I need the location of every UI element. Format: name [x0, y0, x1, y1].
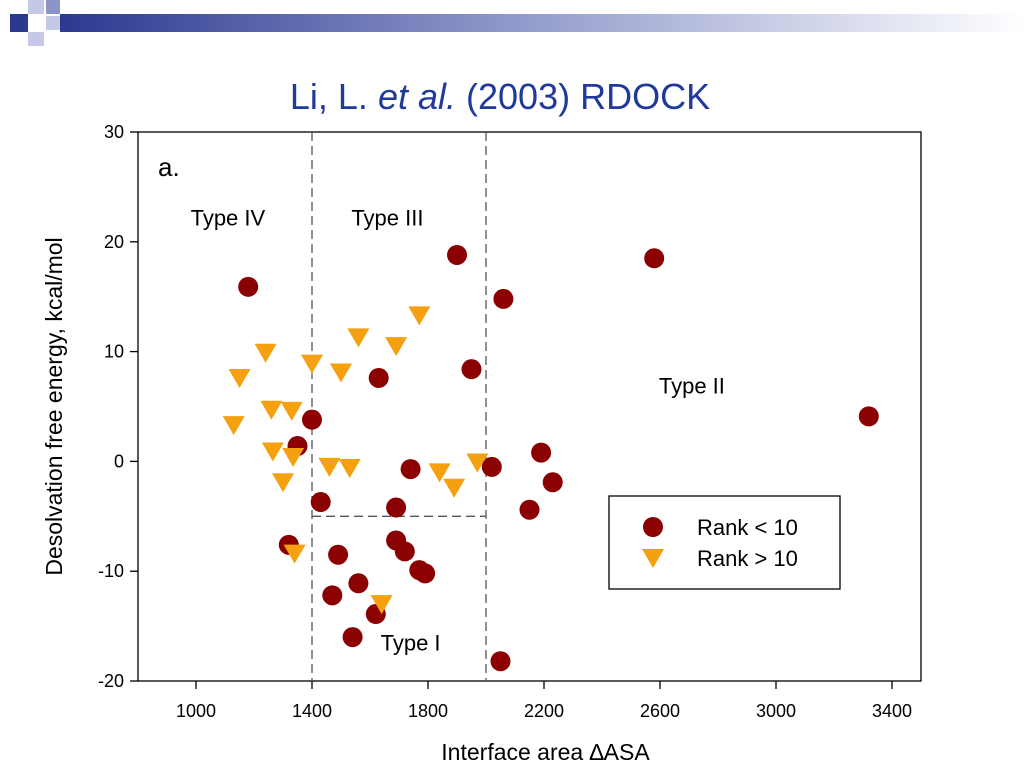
data-point-rank-lt-10: [461, 359, 482, 380]
data-point-rank-gt-10: [301, 354, 323, 374]
data-point-rank-gt-10: [443, 478, 466, 498]
chart-legend: Rank < 10 Rank > 10: [608, 495, 841, 590]
data-point-rank-lt-10: [342, 627, 363, 648]
x-tick-label: 1400: [292, 701, 332, 721]
data-point-rank-gt-10: [222, 416, 245, 436]
legend-entry: Rank > 10: [697, 546, 798, 571]
data-point-rank-lt-10: [447, 244, 467, 265]
title-rest: (2003) RDOCK: [466, 76, 711, 117]
x-axis-label: Interface area ∆ASA: [441, 739, 650, 765]
region-label: Type II: [659, 373, 725, 398]
data-point-rank-gt-10: [338, 458, 361, 478]
data-point-rank-lt-10: [493, 288, 514, 309]
x-tick-label: 3000: [756, 701, 796, 721]
x-tick-label: 2600: [640, 701, 680, 721]
axes: -20 -10 0 10 20 30 1000 1400 1800 2200 2600 3000 340…: [41, 122, 912, 765]
header-gradient-band: [60, 14, 1024, 32]
header-square-dark: [10, 14, 28, 32]
data-point-rank-gt-10: [428, 463, 451, 483]
data-point-rank-gt-10: [370, 595, 393, 615]
legend-marker-triangle: [642, 549, 664, 568]
data-point-rank-lt-10: [644, 248, 665, 269]
data-point-rank-lt-10: [400, 459, 421, 480]
data-point-rank-gt-10: [408, 306, 431, 326]
slide-title: Li, L. et al. (2003) RDOCK: [0, 76, 1000, 118]
data-point-rank-gt-10: [283, 544, 306, 564]
chart-labels: a. Type IV Type III Type II Type I: [158, 152, 725, 655]
data-point-rank-lt-10: [328, 544, 349, 565]
title-author: Li, L.: [289, 76, 368, 117]
data-point-rank-gt-10: [466, 453, 489, 473]
data-point-rank-lt-10: [368, 367, 389, 388]
data-point-rank-lt-10: [310, 492, 331, 513]
header-square-mid: [46, 0, 60, 14]
data-point-rank-lt-10: [302, 409, 322, 430]
data-points: [222, 244, 879, 672]
region-label: Type III: [351, 205, 423, 230]
x-tick-label: 1800: [408, 701, 448, 721]
panel-label: a.: [158, 152, 180, 182]
y-axis-label: Desolvation free energy, kcal/mol: [41, 237, 67, 575]
x-tick-label: 1000: [176, 701, 216, 721]
data-point-rank-gt-10: [272, 473, 294, 493]
region-label: Type IV: [191, 205, 266, 230]
data-point-rank-lt-10: [415, 563, 436, 584]
slide-header-decoration: [10, 0, 1024, 46]
data-point-rank-gt-10: [385, 337, 408, 357]
data-point-rank-gt-10: [280, 401, 303, 421]
data-point-rank-gt-10: [254, 343, 277, 363]
y-tick-label: 30: [104, 122, 124, 142]
legend-box: [608, 495, 841, 590]
data-point-rank-lt-10: [348, 573, 369, 594]
legend-marker-circle: [643, 517, 663, 537]
data-point-rank-gt-10: [260, 400, 283, 420]
y-tick-label: 0: [114, 451, 124, 471]
x-tick-label: 3400: [872, 701, 912, 721]
region-label: Type I: [381, 630, 441, 655]
y-tick-label: -20: [98, 671, 124, 691]
y-tick-label: -10: [98, 561, 124, 581]
data-point-rank-lt-10: [490, 651, 511, 672]
data-point-rank-gt-10: [347, 328, 370, 348]
y-tick-label: 20: [104, 232, 124, 252]
data-point-rank-lt-10: [322, 585, 343, 606]
header-square-light-3: [28, 32, 44, 46]
data-point-rank-lt-10: [519, 499, 540, 520]
data-point-rank-gt-10: [228, 368, 251, 388]
data-point-rank-lt-10: [481, 456, 502, 477]
title-etal: et al.: [377, 76, 456, 117]
data-point-rank-gt-10: [282, 448, 305, 468]
data-point-rank-lt-10: [542, 472, 563, 493]
data-point-rank-gt-10: [261, 442, 284, 462]
data-point-rank-gt-10: [330, 363, 352, 383]
data-point-rank-lt-10: [394, 541, 415, 562]
header-square-light-1: [28, 0, 44, 14]
plot-border: [137, 131, 922, 682]
plot-frame: [137, 131, 922, 682]
x-tick-label: 2200: [524, 701, 564, 721]
data-point-rank-lt-10: [386, 497, 407, 518]
legend-entry: Rank < 10: [697, 515, 798, 540]
y-tick-label: 10: [104, 342, 124, 362]
data-point-rank-lt-10: [531, 442, 552, 463]
header-square-light-2: [46, 16, 60, 30]
data-point-rank-lt-10: [238, 276, 259, 297]
data-point-rank-lt-10: [858, 406, 879, 427]
data-point-rank-gt-10: [318, 457, 341, 477]
